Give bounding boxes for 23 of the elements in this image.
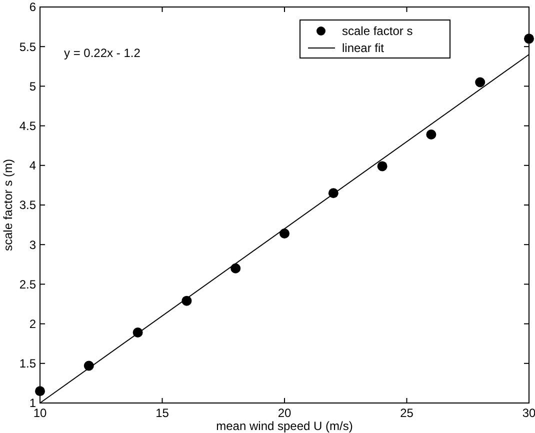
point: [230, 263, 241, 274]
y-tick-label: 3.5: [19, 198, 36, 212]
y-tick-label: 5: [29, 79, 36, 94]
y-tick-label: 5.5: [19, 40, 36, 54]
x-tick-label: 15: [156, 406, 170, 420]
x-tick-label: 30: [522, 406, 535, 420]
y-tick-label: 4: [29, 158, 36, 173]
y-tick-label: 2.5: [19, 277, 36, 292]
y-tick-label: 3: [29, 238, 36, 252]
x-tick-label: 20: [278, 406, 292, 420]
point: [426, 130, 436, 140]
legend-label: scale factor s: [342, 24, 413, 38]
x-tick-label: 25: [400, 406, 414, 420]
y-tick-label: 4.5: [19, 119, 36, 133]
point: [475, 77, 486, 88]
y-tick-label: 2: [29, 317, 36, 331]
y-axis-title: scale factor s (m): [1, 158, 15, 252]
y-tick-label: 6: [29, 0, 36, 14]
point: [377, 161, 388, 172]
y-tick-label: 1.5: [19, 356, 36, 371]
x-axis-title: mean wind speed U (m/s): [216, 419, 353, 433]
legend-label: linear fit: [342, 41, 385, 56]
annotation: y = 0.22x - 1.2: [64, 46, 141, 60]
